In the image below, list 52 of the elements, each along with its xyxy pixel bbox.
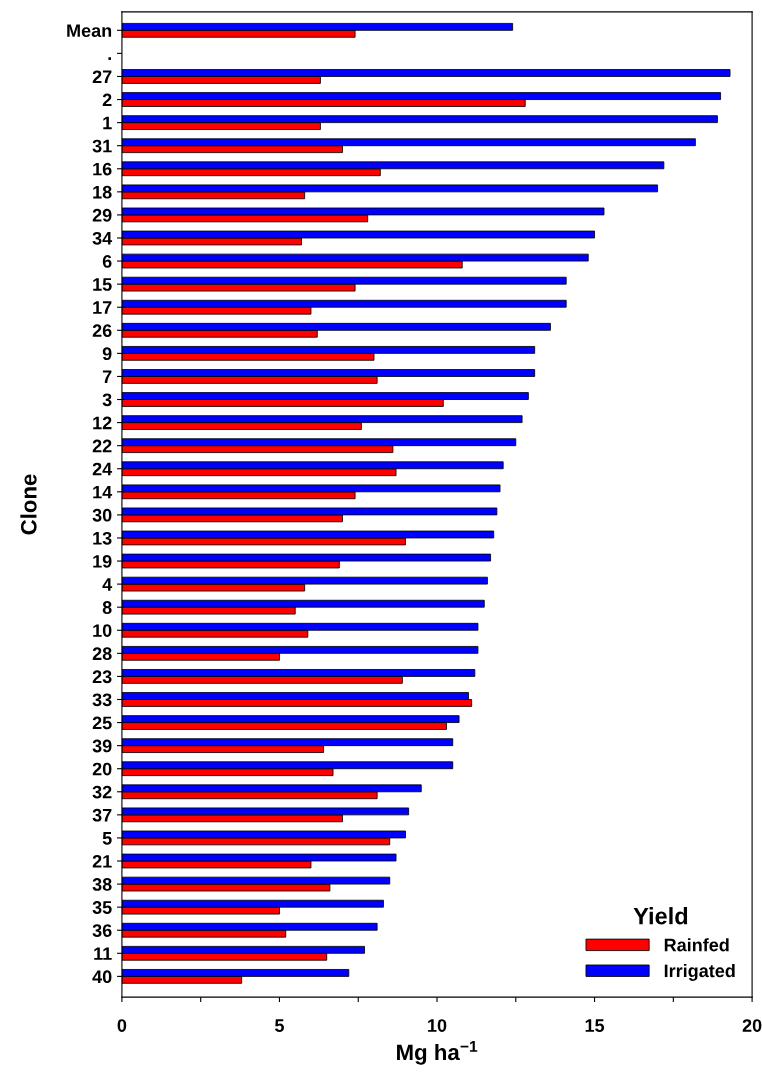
y-tick-label: 10 <box>93 624 112 637</box>
y-tick-label: 40 <box>92 970 112 984</box>
y-tick-label: 36 <box>92 924 112 937</box>
y-tick-label: 16 <box>93 162 112 176</box>
y-tick-label: 4 <box>102 578 113 591</box>
y-tick-label: 37 <box>92 808 112 822</box>
y-tick-label: 19 <box>93 554 112 568</box>
x-tick-label: 0 <box>117 1019 127 1032</box>
legend-label: Rainfed <box>664 938 729 952</box>
y-tick-label: 39 <box>92 739 112 753</box>
y-tick-label: 18 <box>93 185 112 199</box>
y-tick-label: 5 <box>102 832 112 845</box>
y-tick-label: 30 <box>92 508 112 522</box>
y-tick-label: 23 <box>92 670 112 684</box>
y-tick-label: 12 <box>93 416 112 430</box>
y-tick-label: 22 <box>92 439 112 453</box>
y-tick-label: 3 <box>102 393 112 407</box>
legend-label: Irrigated <box>664 963 735 981</box>
y-tick-label: 13 <box>93 531 112 545</box>
y-tick-label: 34 <box>92 231 113 245</box>
y-tick-label: 20 <box>92 762 112 776</box>
x-tick-label: 10 <box>428 1019 447 1032</box>
y-tick-label: 2 <box>102 93 112 107</box>
y-tick-label: 1 <box>103 116 112 130</box>
y-tick-label: 24 <box>92 462 113 476</box>
x-tick-label: 15 <box>585 1019 605 1032</box>
y-tick-label: 28 <box>92 647 112 661</box>
y-tick-label: 31 <box>92 139 112 153</box>
y-tick-label: 27 <box>92 70 112 84</box>
y-tick-label: 17 <box>93 301 112 314</box>
y-tick-label: Mean <box>67 24 112 38</box>
y-tick-label: 26 <box>92 324 112 338</box>
x-axis-title: Mg ha$^{−1}$ <box>397 1041 478 1065</box>
y-tick-label: 21 <box>92 854 112 868</box>
y-tick-label: 14 <box>93 485 113 499</box>
y-tick-label: 35 <box>92 901 112 914</box>
y-axis-title: Clone <box>20 474 37 535</box>
y-tick-label: 38 <box>92 878 112 891</box>
y-tick-label: 6 <box>102 255 112 268</box>
y-tick-label: 11 <box>94 947 112 960</box>
y-tick-label: 25 <box>92 716 112 730</box>
y-tick-label: . <box>108 57 111 60</box>
y-tick-label: 9 <box>102 347 112 361</box>
legend-title: Yield <box>633 907 688 925</box>
x-tick-label: 5 <box>275 1019 284 1032</box>
y-tick-label: 29 <box>92 208 112 222</box>
y-tick-label: 8 <box>102 601 112 614</box>
y-tick-label: 33 <box>92 693 112 707</box>
y-tick-label: 7 <box>102 370 112 383</box>
x-tick-label: 20 <box>742 1019 762 1032</box>
y-tick-label: 15 <box>93 278 112 291</box>
y-tick-label: 32 <box>92 785 112 799</box>
